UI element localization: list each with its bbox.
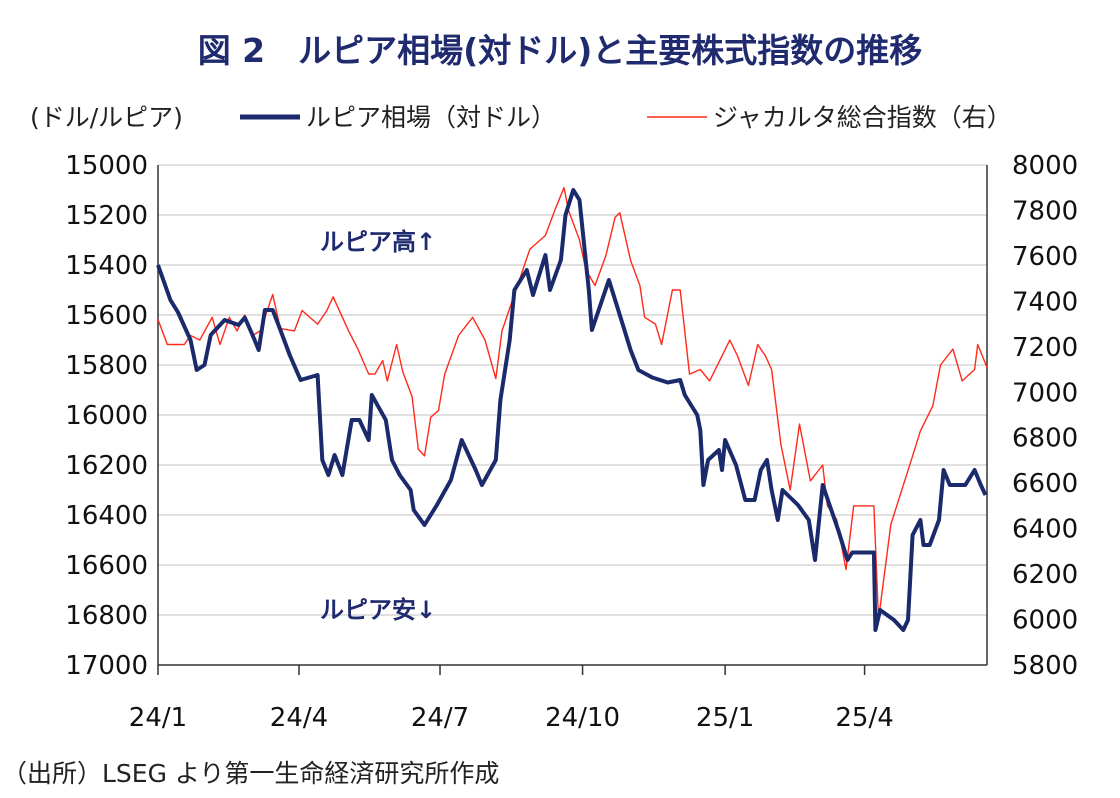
legend: ルピア相場（対ドル） ジャカルタ総合指数（右） [240, 103, 1012, 132]
left-axis-tick-label: 16600 [65, 551, 148, 581]
legend-label-jci: ジャカルタ総合指数（右） [713, 103, 1012, 132]
right-axis-tick-label: 6000 [1012, 606, 1078, 636]
gridlines [158, 164, 987, 616]
series-lines [156, 186, 988, 632]
series-line-jci [157, 186, 988, 621]
right-axis-tick-label: 6800 [1012, 424, 1078, 454]
right-axis-tick-label: 6600 [1012, 469, 1078, 499]
right-axis-tick-label: 7600 [1012, 242, 1078, 272]
right-axis-tick-label: 7400 [1012, 287, 1078, 317]
right-axis-tick-label: 5800 [1012, 651, 1078, 681]
right-axis-tick-label: 7200 [1012, 333, 1078, 363]
right-axis-tick-label: 7000 [1012, 378, 1078, 408]
left-axis-tick-label: 16200 [65, 451, 148, 481]
right-axis-tick-label: 7800 [1012, 196, 1078, 226]
left-axis-unit-label: (ドル/ルピア) [30, 103, 183, 132]
left-axis-tick-label: 15600 [65, 301, 148, 331]
axes: 15000 15200 15400 15600 15800 16000 16200 16400… [65, 151, 1078, 733]
right-axis-tick-label: 6400 [1012, 515, 1078, 545]
x-axis-tick-label: 24/1 [129, 703, 187, 733]
left-axis-tick-label: 15000 [65, 151, 148, 181]
annotation-rupiah-weak: ルピア安↓ [320, 596, 436, 624]
left-axis-tick-label: 15200 [65, 201, 148, 231]
legend-label-rupiah: ルピア相場（対ドル） [306, 103, 556, 132]
left-axis-tick-label: 17000 [65, 651, 148, 681]
chart-title: 図 2 ルピア相場(対ドル)と主要株式指数の推移 [198, 31, 923, 70]
left-axis-tick-label: 16400 [65, 501, 148, 531]
right-axis-tick-label: 8000 [1012, 151, 1078, 181]
series-line-rupiah [156, 188, 988, 632]
left-axis-tick-label: 15800 [65, 351, 148, 381]
x-axis-tick-label: 24/4 [270, 703, 328, 733]
x-axis-tick-label: 24/10 [545, 703, 620, 733]
left-axis-tick-label: 16800 [65, 601, 148, 631]
left-axis-tick-label: 15400 [65, 251, 148, 281]
x-axis-tick-label: 24/7 [411, 703, 469, 733]
source-note: （出所）LSEG より第一生命経済研究所作成 [2, 759, 499, 788]
left-axis-tick-label: 16000 [65, 401, 148, 431]
x-axis-tick-label: 25/1 [696, 703, 754, 733]
right-axis-tick-label: 6200 [1012, 560, 1078, 590]
annotation-rupiah-strong: ルピア高↑ [320, 228, 436, 256]
x-axis-tick-label: 25/4 [835, 703, 893, 733]
